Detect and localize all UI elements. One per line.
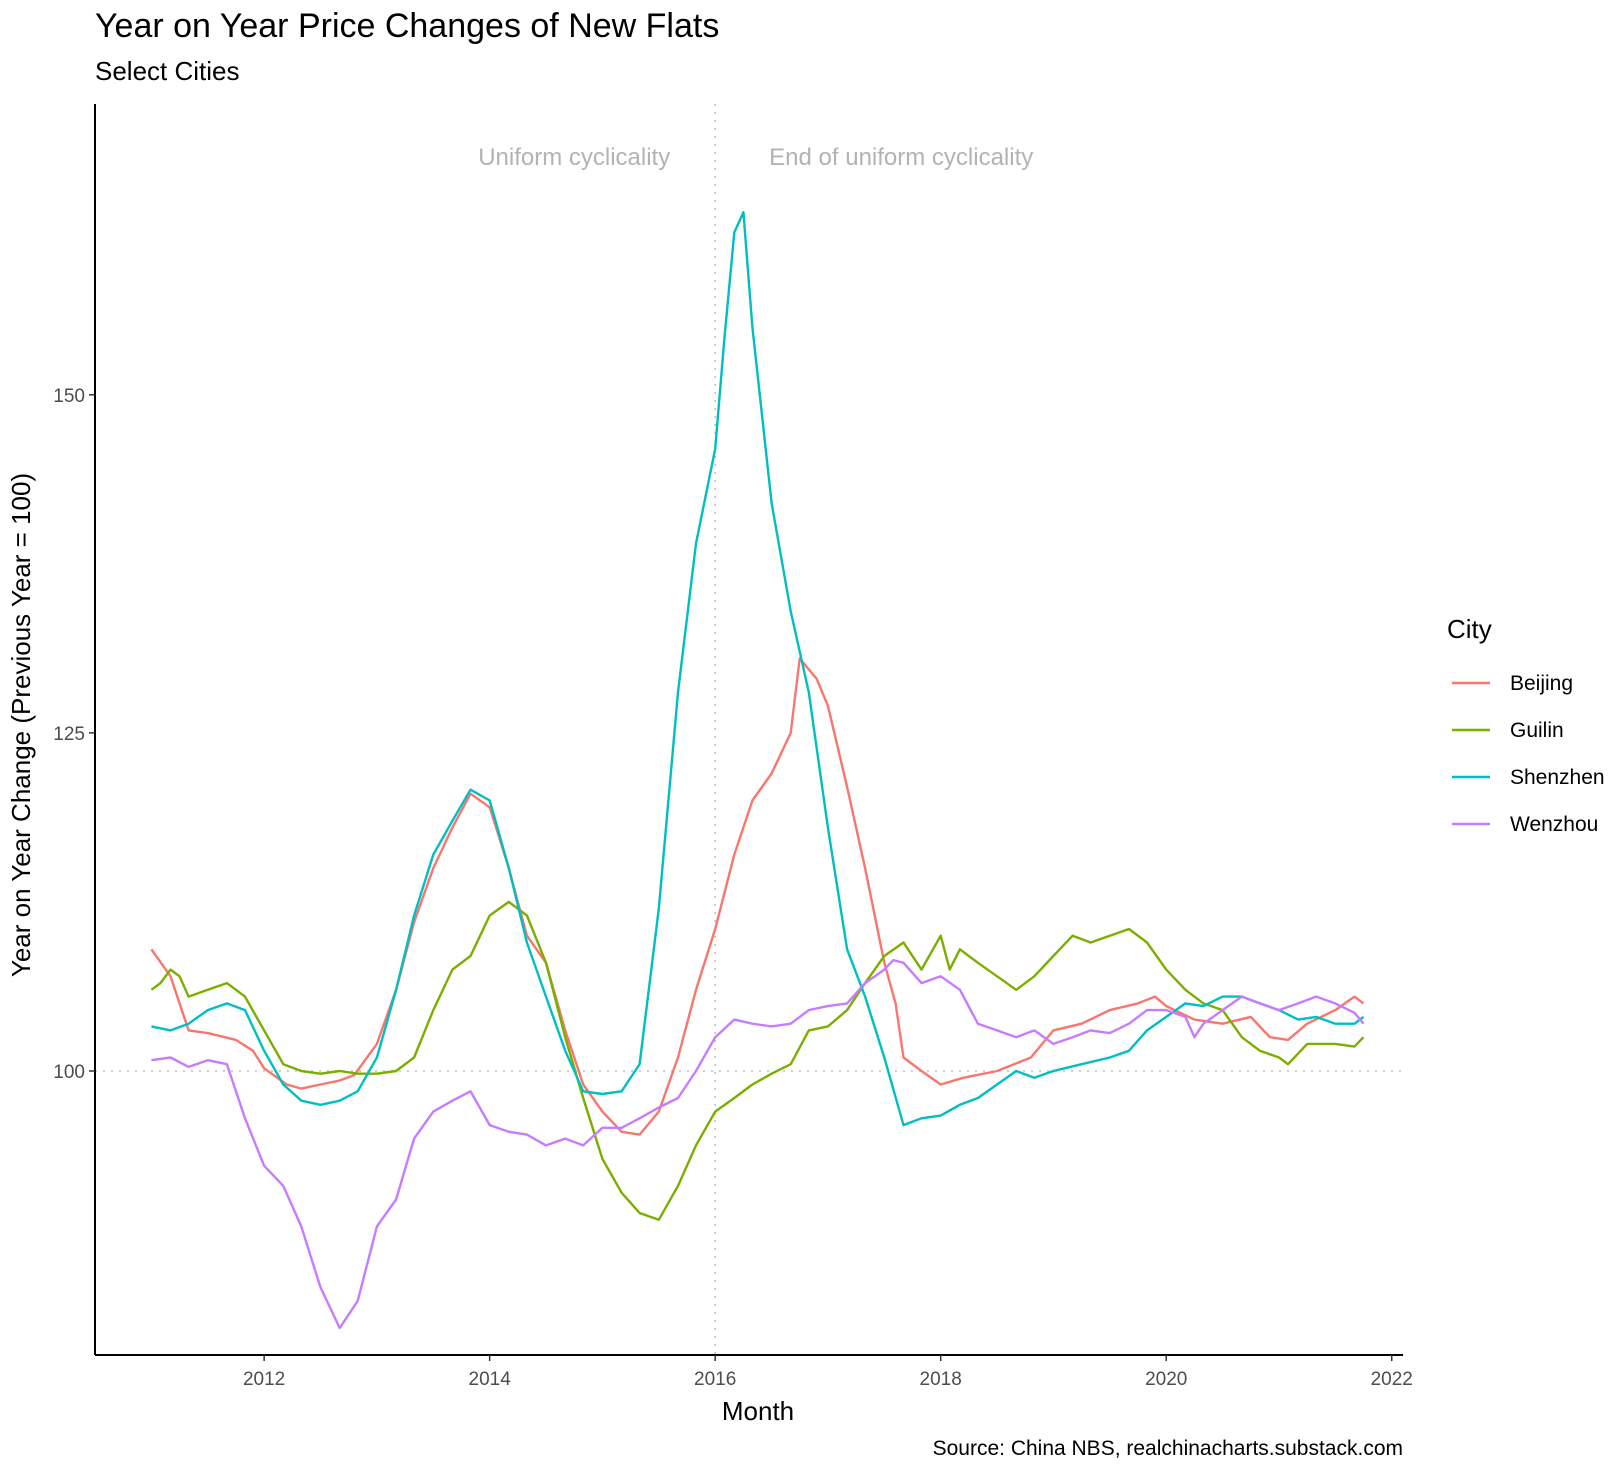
legend-title: City [1447,614,1492,644]
legend-label-wenzhou: Wenzhou [1510,813,1598,836]
legend-label-guilin: Guilin [1510,719,1564,742]
chart-caption: Source: China NBS, realchinacharts.subst… [933,1437,1403,1460]
chart-title: Year on Year Price Changes of New Flats [95,7,719,45]
annotation-1: End of uniform cyclicality [769,144,1033,171]
x-tick-label-2014: 2014 [469,1369,512,1390]
series-line-wenzhou [151,958,1365,1330]
legend-items: Beijing Guilin Shenzhen Wenzhou [1452,672,1605,836]
x-tick-label-2016: 2016 [694,1369,736,1390]
reference-lines [95,104,1403,1355]
x-tick-label-2012: 2012 [243,1369,285,1390]
series-lines [150,211,1365,1330]
series-line-beijing [150,657,1365,1136]
legend: City Beijing Guilin Shenzhen Wenzhou [1447,614,1605,836]
y-axis-title: Year on Year Change (Previous Year = 100… [6,473,36,977]
y-tick-label-100: 100 [53,1062,85,1083]
x-tick-label-2022: 2022 [1371,1369,1413,1390]
y-tick-label-125: 125 [53,724,85,745]
series-line-shenzhen [151,211,1365,1127]
y-tick-label-150: 150 [53,386,85,407]
chart-subtitle: Select Cities [95,56,240,86]
x-axis-title: Month [722,1396,794,1426]
annotations: Uniform cyclicality End of uniform cyclic… [478,144,1033,171]
x-tick-label-2018: 2018 [920,1369,962,1390]
x-tick-label-2020: 2020 [1145,1369,1187,1390]
plot-area: Uniform cyclicality End of uniform cyclic… [53,104,1413,1390]
legend-label-shenzhen: Shenzhen [1510,766,1605,789]
legend-label-beijing: Beijing [1510,672,1573,695]
series-line-guilin [150,900,1365,1221]
axes: 100 125 150 2012 2014 2016 2018 2020 2022 [53,104,1413,1390]
annotation-0: Uniform cyclicality [478,144,670,171]
